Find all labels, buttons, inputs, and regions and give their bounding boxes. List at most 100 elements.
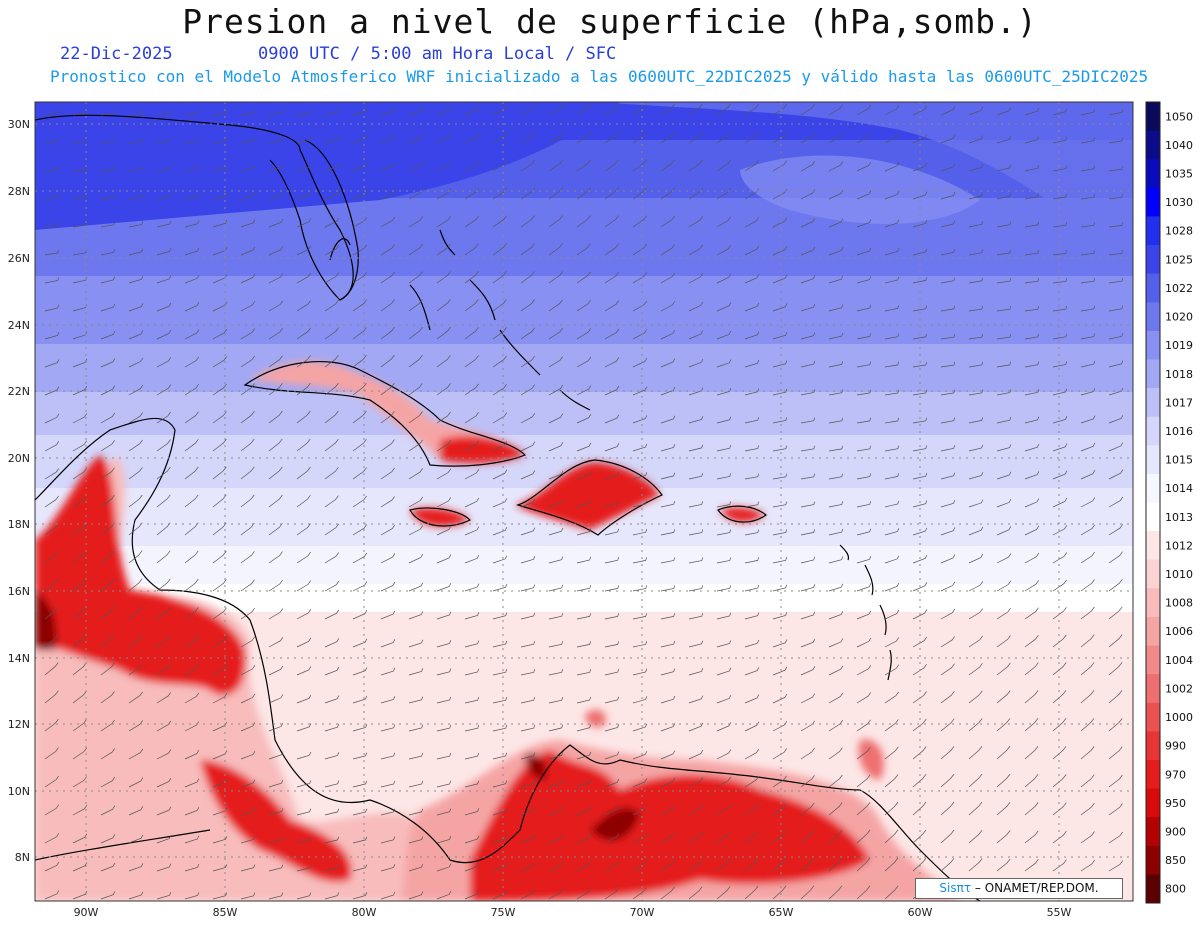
wind-barb [996,389,1012,396]
wind-barb [968,417,984,424]
wind-barb [44,890,60,900]
wind-barb [44,775,59,788]
lon-label: 65W [769,906,794,919]
wind-barb [380,836,396,844]
wind-barb [156,248,172,256]
wind-barb [408,411,423,424]
low-abc-islands [585,709,606,727]
wind-barb [1108,662,1123,676]
wind-barb [212,356,227,368]
wind-barb [296,666,312,676]
wind-barb [548,327,563,340]
wind-barb [44,277,60,284]
wind-barb [744,501,760,508]
wind-barb [912,105,928,116]
wind-barb [352,610,368,620]
wind-barb [940,249,956,256]
wind-barb [632,696,648,704]
wind-barb [268,466,283,480]
wind-barb [716,302,732,312]
wind-barb [800,360,816,368]
wind-barb [604,613,620,620]
wind-barb [352,327,367,340]
wind-barb [44,495,59,508]
wind-barb [72,495,87,508]
wind-barb [324,695,340,704]
wind-barb [1024,333,1039,340]
band-1019 [35,276,1133,346]
wind-barb [968,192,984,200]
wind-barb [548,527,564,536]
colorbar-swatch [1146,216,1160,246]
wind-barb [604,751,620,760]
wind-barb [884,248,900,256]
wind-barb [324,752,340,760]
colorbar-swatch [1146,588,1160,618]
wind-barb [772,885,787,900]
high-lobe-ne [600,102,1133,260]
wind-barb [688,557,704,564]
wind-barb [968,305,983,312]
wind-barb [380,216,396,228]
wind-barb [1108,774,1123,788]
wind-barb [380,667,396,676]
wind-barb [520,187,535,200]
wind-barb [184,835,200,844]
wind-barb [492,835,508,844]
wind-barb [436,525,452,536]
wind-barb [128,303,144,312]
wind-barb [996,249,1011,256]
wind-barb [716,640,732,648]
wind-barb [100,385,116,396]
coast-us-gulf-florida [35,114,354,301]
wind-barb [884,746,899,760]
wind-barb [1052,333,1067,340]
wind-barb [940,389,955,396]
wind-barb [576,328,591,340]
colorbar-swatch [1146,159,1160,189]
coast-central-america [35,417,521,864]
wind-barb [1024,361,1040,368]
wind-barb [436,668,452,676]
wind-barb [660,103,675,116]
wind-barb [912,801,927,816]
wind-barb [44,249,59,256]
wind-barb [436,133,452,144]
graticule [35,102,1133,901]
wind-barb [436,611,452,620]
high-core-nw [35,102,620,230]
wind-barb [184,494,199,508]
colorbar-swatch [1146,760,1160,790]
wind-barb [1108,194,1123,200]
wind-barb [1080,250,1095,256]
wind-barb [996,135,1012,144]
wind-barb [968,829,983,844]
wind-barb [744,721,760,732]
wind-barb [128,606,143,620]
colorbar-label: 1040 [1165,139,1193,152]
wind-barb [296,751,312,760]
wind-barb [128,221,144,228]
wind-barb [716,529,732,536]
wind-barb [492,299,507,312]
wind-barb [240,779,256,788]
wind-barb [324,666,340,676]
wind-barb [744,302,760,312]
colorbar-swatch [1146,845,1160,875]
wind-barb [44,441,60,452]
wind-barb [856,555,872,564]
wind-barb [772,556,788,564]
wind-barb [576,724,592,732]
low-costa-rica [200,760,352,883]
wind-barb [548,271,563,284]
wind-barb [268,665,284,676]
wind-barb [156,635,171,648]
wind-barb [380,639,396,648]
wind-barb [324,382,339,396]
wind-barb [884,219,900,228]
wind-barb [548,159,563,172]
wind-barb [660,832,675,844]
wind-barb [268,637,284,648]
wind-barb [268,694,284,704]
